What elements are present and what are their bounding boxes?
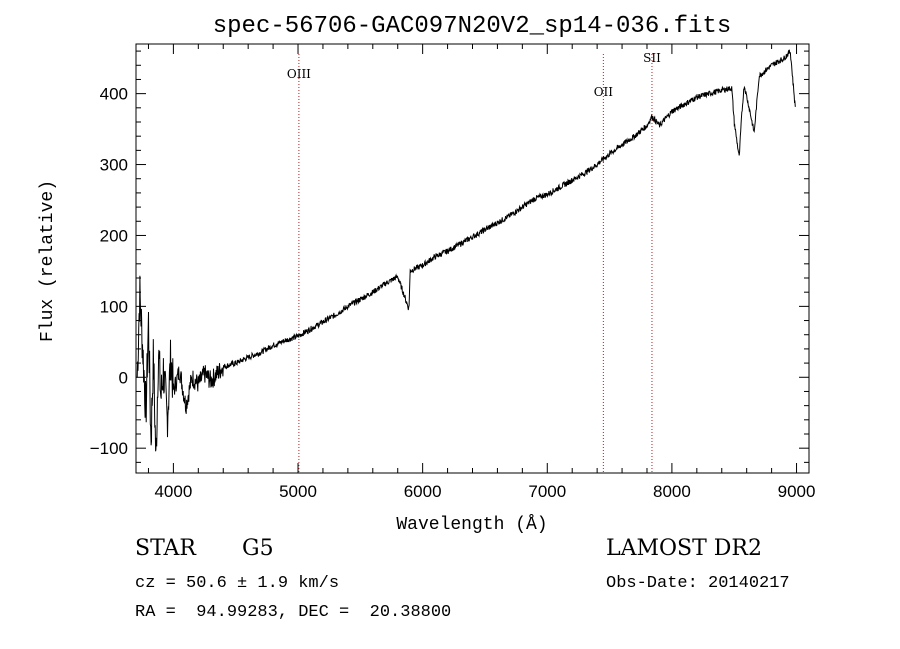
- y-tick-label: −100: [90, 439, 128, 458]
- x-tick-label: 8000: [653, 482, 691, 501]
- coordinates-text: RA = 94.99283, DEC = 20.38800: [135, 603, 452, 622]
- line-marker-label: OIII: [287, 67, 311, 81]
- spectrum-line: [136, 49, 796, 452]
- x-tick-label: 6000: [404, 482, 442, 501]
- survey-label: LAMOST DR2: [606, 536, 762, 561]
- line-marker-label: SII: [643, 51, 661, 65]
- y-tick-label: 300: [100, 156, 128, 175]
- y-axis-label: Flux (relative): [38, 180, 58, 342]
- x-tick-label: 9000: [778, 482, 816, 501]
- class-label: STAR: [135, 536, 196, 561]
- line-marker-label: OII: [594, 85, 614, 99]
- plot-frame: [135, 43, 810, 474]
- y-tick-label: 0: [119, 368, 128, 387]
- redshift-text: cz = 50.6 ± 1.9 km/s: [135, 574, 340, 593]
- y-tick-label: 400: [100, 85, 128, 104]
- chart-title: spec-56706-GAC097N20V2_sp14-036.fits: [213, 13, 731, 40]
- x-tick-label: 4000: [154, 482, 192, 501]
- y-tick-label: 200: [100, 226, 128, 245]
- obs-date-text: Obs-Date: 20140217: [606, 574, 790, 593]
- x-tick-label: 5000: [279, 482, 317, 501]
- x-axis-label: Wavelength (Å): [396, 514, 547, 535]
- y-tick-label: 100: [100, 297, 128, 316]
- subclass-label: G5: [242, 536, 274, 561]
- x-tick-label: 7000: [528, 482, 566, 501]
- plot-area: 4000 5000 6000 7000 8000 9000 −100 0 100 200 300 40…: [90, 43, 816, 501]
